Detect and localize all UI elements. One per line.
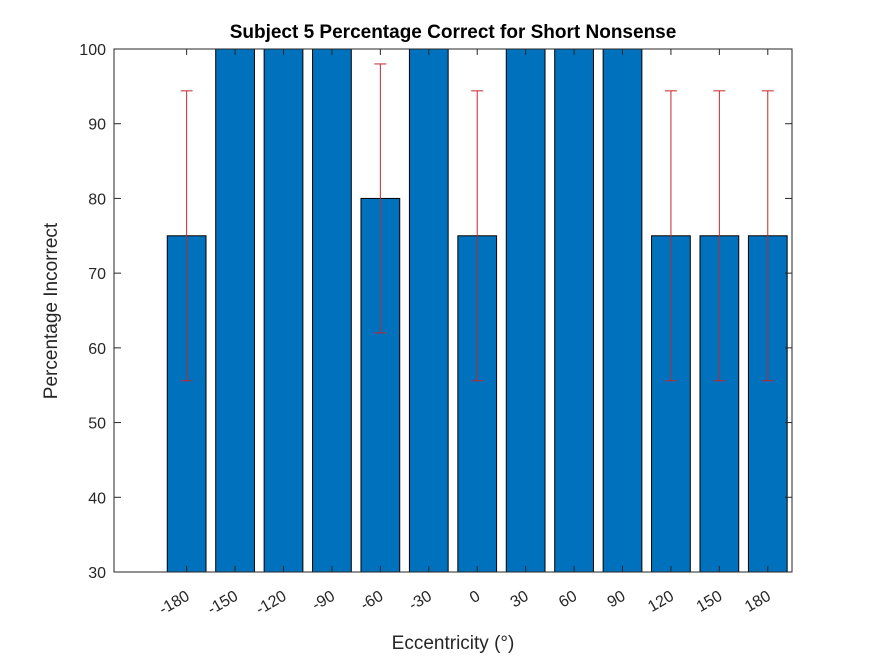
y-tick-label: 70 — [88, 266, 106, 283]
error-bars-layer — [180, 63, 774, 382]
x-tick-label: 120 — [645, 588, 677, 616]
y-tick-label: 100 — [79, 42, 106, 59]
bar — [602, 48, 643, 573]
bar — [312, 48, 352, 573]
error-bar — [471, 90, 484, 382]
x-tick-label: -180 — [156, 588, 192, 619]
plot-area-frame — [113, 48, 793, 573]
x-tick-label: -90 — [309, 588, 338, 614]
x-tick-label: 180 — [742, 588, 774, 616]
y-tick-label: 30 — [88, 565, 106, 582]
error-bar — [761, 90, 774, 382]
y-tick-label: 60 — [88, 341, 106, 358]
x-tick-label: -120 — [253, 588, 289, 619]
x-tick-label: -60 — [358, 588, 387, 614]
y-tick-label: 90 — [88, 117, 106, 134]
error-bar — [664, 90, 677, 382]
error-bar — [180, 90, 193, 382]
x-tick-label: 30 — [508, 588, 532, 612]
bars-layer — [166, 48, 788, 573]
x-axis-label: Eccentricity (°) — [392, 633, 515, 654]
bar — [505, 48, 546, 573]
x-tick-label: 150 — [694, 588, 726, 616]
y-tick-label: 80 — [88, 191, 106, 208]
error-bar — [374, 63, 387, 334]
x-tick-label: 60 — [556, 588, 580, 612]
y-tick-label: 40 — [88, 490, 106, 507]
x-tick-label: 0 — [467, 588, 483, 607]
chart-title: Subject 5 Percentage Correct for Short N… — [230, 22, 677, 43]
x-tick-label: -150 — [205, 588, 241, 619]
bar — [263, 48, 304, 573]
y-tick-label: 50 — [88, 416, 106, 433]
y-axis-label: Percentage Incorrect — [41, 222, 62, 399]
bar — [554, 48, 594, 573]
x-tick-label: 90 — [605, 588, 629, 612]
error-bar — [713, 90, 726, 382]
bar — [408, 48, 449, 573]
x-tick-label: -30 — [406, 588, 435, 614]
bar — [215, 48, 255, 573]
